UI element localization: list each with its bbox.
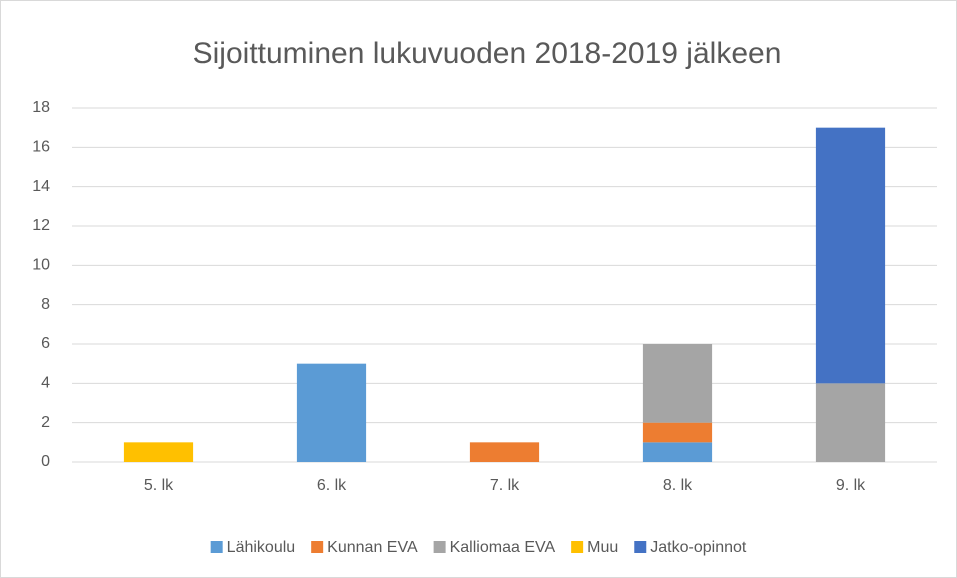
legend-label: Jatko-opinnot	[650, 539, 747, 556]
y-tick-label: 6	[41, 335, 50, 352]
legend-label: Kalliomaa EVA	[450, 539, 556, 556]
y-tick-label: 4	[41, 375, 50, 392]
bar-segment	[469, 442, 540, 462]
legend-label: Muu	[587, 539, 618, 556]
legend-swatch	[311, 541, 324, 553]
legend-label: Lähikoulu	[227, 539, 296, 556]
legend-swatch	[210, 541, 223, 553]
y-tick-label: 0	[41, 453, 50, 470]
y-tick-label: 10	[32, 257, 50, 274]
legend-swatch	[634, 541, 647, 553]
x-tick-label: 5. lk	[144, 477, 174, 494]
y-tick-label: 12	[32, 217, 50, 234]
bar-segment	[123, 442, 194, 462]
y-tick-label: 16	[32, 139, 50, 156]
bar-segment	[815, 127, 886, 384]
y-tick-label: 14	[32, 178, 50, 195]
x-tick-label: 7. lk	[490, 477, 520, 494]
legend-label: Kunnan EVA	[327, 539, 418, 556]
bar-segment	[642, 344, 713, 423]
x-tick-label: 8. lk	[663, 477, 693, 494]
y-tick-label: 18	[32, 99, 50, 116]
y-tick-label: 2	[41, 414, 50, 431]
bar-segment	[642, 442, 713, 462]
legend-swatch	[433, 541, 446, 553]
bar-segment	[642, 422, 713, 443]
bar-segment	[296, 363, 367, 462]
y-tick-label: 8	[41, 296, 50, 313]
chart-title: Sijoittuminen lukuvuoden 2018-2019 jälke…	[193, 37, 782, 70]
x-tick-label: 6. lk	[317, 477, 347, 494]
legend-swatch	[571, 541, 584, 553]
x-tick-label: 9. lk	[836, 477, 866, 494]
bar-segment	[815, 383, 886, 462]
